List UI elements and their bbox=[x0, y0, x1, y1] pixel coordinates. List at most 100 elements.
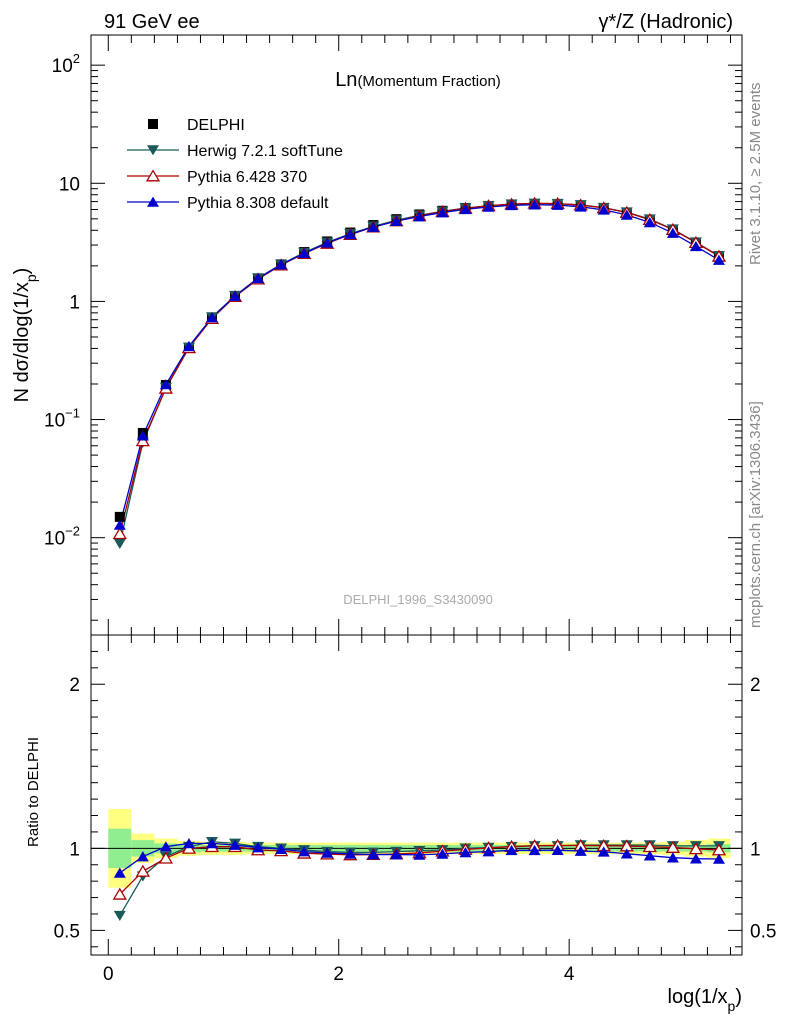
ratio-data-point bbox=[344, 848, 357, 859]
xtick-labels: 0 2 4 bbox=[103, 964, 575, 985]
legend-label: Herwig 7.2.1 softTune bbox=[187, 143, 343, 160]
ytick-label: 102 bbox=[52, 51, 80, 77]
data-point bbox=[528, 199, 541, 210]
ratio-data-point bbox=[113, 867, 126, 878]
ratio-ytick-label-left: 1 bbox=[69, 839, 80, 860]
ratio-data-point bbox=[229, 839, 242, 850]
header-left: 91 GeV ee bbox=[104, 11, 200, 33]
data-point bbox=[113, 538, 126, 550]
ratio-data-point bbox=[158, 851, 174, 864]
legend-marker bbox=[148, 119, 158, 129]
ratio-data-point bbox=[505, 844, 518, 856]
plot-title: Ln(Momentum Fraction) bbox=[335, 69, 501, 91]
data-point bbox=[367, 221, 380, 232]
ratio-ytick-labels: 0.5 0.5 1 1 2 2 bbox=[54, 675, 777, 942]
ratio-data-point bbox=[413, 849, 426, 860]
xtick-label: 0 bbox=[103, 964, 114, 985]
series-markers-delphi bbox=[114, 199, 724, 522]
ratio-data-point bbox=[252, 842, 265, 853]
data-point bbox=[574, 201, 587, 212]
ratio-data-point bbox=[205, 838, 218, 849]
mcplots-label: mcplots.cern.ch [arXiv:1306.3436] bbox=[747, 401, 764, 628]
data-point bbox=[344, 228, 357, 240]
data-point bbox=[113, 519, 126, 530]
xtick-label: 4 bbox=[564, 964, 575, 985]
data-point bbox=[135, 434, 150, 447]
main-plot-panel: 10−2 10−1 1 10 102 Ln(Momentum Fraction) DEL… bbox=[11, 34, 743, 636]
main-plot-ticks bbox=[91, 35, 742, 635]
series-line bbox=[119, 204, 720, 526]
data-point bbox=[459, 203, 472, 215]
data-point bbox=[136, 430, 149, 441]
series-markers-pythia-8-308-default bbox=[113, 199, 725, 530]
ratio-data-point bbox=[689, 853, 702, 864]
ratio-data-point bbox=[436, 848, 449, 859]
series-pythia-6-428-370 bbox=[119, 202, 720, 534]
ratio-data-point bbox=[620, 848, 633, 859]
ratio-data-point bbox=[551, 844, 564, 855]
data-point bbox=[505, 199, 518, 211]
data-point bbox=[114, 511, 125, 522]
ratio-series-pythia-8-308-default bbox=[113, 838, 725, 878]
legend-marker bbox=[147, 196, 159, 207]
data-point bbox=[112, 527, 127, 540]
data-point bbox=[182, 340, 195, 352]
xtick-label: 2 bbox=[333, 964, 344, 985]
plot-title-sub: (Momentum Fraction) bbox=[357, 73, 500, 90]
ytick-label: 10−2 bbox=[44, 524, 80, 550]
data-point bbox=[643, 217, 656, 228]
data-point bbox=[436, 207, 449, 218]
ratio-data-point bbox=[390, 849, 403, 860]
ratio-ytick-label-right: 1 bbox=[750, 839, 761, 860]
ratio-data-point bbox=[321, 847, 334, 858]
data-point bbox=[712, 254, 725, 265]
xlabel: log(1/xp) bbox=[668, 986, 743, 1014]
ratio-data-point bbox=[597, 846, 610, 857]
ytick-label: 1 bbox=[69, 292, 80, 313]
data-point bbox=[159, 379, 172, 390]
ratio-plot-panel: 0.5 0.5 1 1 2 2 0 2 4 Ratio to DELPHI log(1/xp) bbox=[25, 634, 777, 1014]
main-plot-series bbox=[112, 196, 727, 550]
ratio-ytick-label-left: 0.5 bbox=[54, 921, 80, 942]
ratio-ylabel: Ratio to DELPHI bbox=[25, 737, 42, 847]
main-plot-ytick-labels: 10−2 10−1 1 10 102 bbox=[44, 51, 80, 550]
data-point bbox=[689, 240, 702, 252]
legend-item-pythia-6-428-370: Pythia 6.428 370 bbox=[127, 169, 307, 186]
rivet-version-label: Rivet 3.1.10, ≥ 2.5M events bbox=[747, 83, 764, 266]
data-point bbox=[229, 290, 242, 301]
series-herwig-7-2-1-softtune bbox=[119, 202, 720, 544]
series-line bbox=[119, 202, 720, 544]
ratio-data-point bbox=[112, 887, 127, 900]
ratio-data-point bbox=[367, 849, 380, 860]
series-pythia-8-308-default bbox=[119, 204, 720, 526]
legend-label: Pythia 6.428 370 bbox=[187, 169, 307, 186]
ratio-data-point bbox=[159, 841, 172, 852]
data-point bbox=[252, 272, 265, 284]
header-right: γ*/Z (Hadronic) bbox=[599, 11, 733, 33]
ratio-ytick-label-right: 2 bbox=[750, 675, 761, 696]
data-point bbox=[321, 237, 334, 248]
ratio-data-point bbox=[643, 850, 656, 861]
series-markers-herwig-7-2-1-softtune bbox=[113, 198, 725, 550]
legend: DELPHI Herwig 7.2.1 softTune Pythia 6.428 … bbox=[127, 117, 343, 212]
data-point bbox=[413, 211, 426, 222]
ratio-data-point bbox=[666, 852, 679, 863]
ratio-data-point bbox=[574, 845, 587, 856]
ratio-data-point bbox=[182, 838, 195, 849]
ratio-plot-series bbox=[112, 836, 727, 922]
data-point bbox=[482, 201, 495, 212]
legend-marker bbox=[145, 169, 161, 182]
series-markers-pythia-6-428-370 bbox=[112, 196, 727, 540]
data-point bbox=[620, 209, 633, 220]
ratio-data-point bbox=[712, 853, 725, 864]
ratio-data-point bbox=[275, 843, 288, 854]
ratio-data-point bbox=[136, 851, 149, 862]
plot-title-main: Ln bbox=[335, 69, 357, 91]
ytick-label: 10−1 bbox=[44, 406, 80, 432]
series-line bbox=[119, 202, 720, 534]
legend-label: Pythia 8.308 default bbox=[187, 195, 329, 212]
data-point bbox=[205, 312, 218, 323]
legend-label: DELPHI bbox=[187, 117, 245, 134]
ratio-data-point bbox=[482, 846, 495, 857]
legend-item-herwig-7-2-1-softtune: Herwig 7.2.1 softTune bbox=[127, 143, 343, 160]
